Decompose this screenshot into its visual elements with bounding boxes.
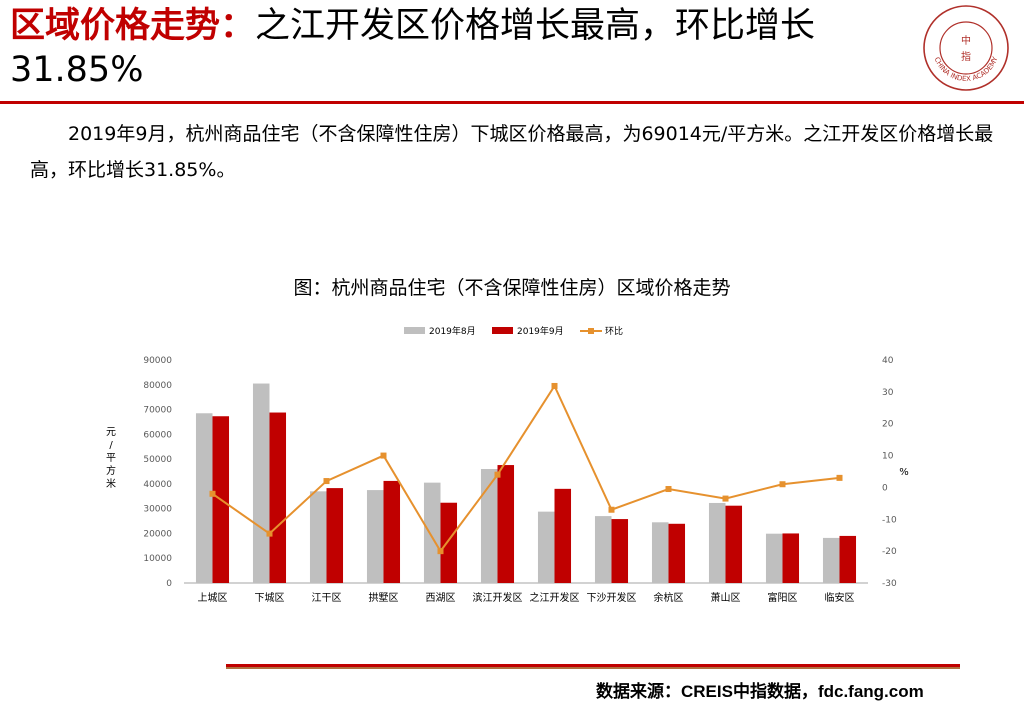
y2-tick-label: -10	[882, 515, 897, 525]
svg-text:指: 指	[961, 50, 971, 63]
y-axis-label-char: 方	[106, 464, 116, 477]
svg-text:中: 中	[961, 34, 971, 47]
bar-sep-8	[611, 519, 629, 583]
mom-point-5	[437, 548, 444, 555]
y2-tick-label: 40	[882, 356, 894, 366]
y-tick-label: 40000	[143, 480, 172, 490]
mom-point-7	[551, 382, 558, 389]
mom-point-2	[266, 530, 273, 537]
y2-tick-label: 0	[882, 483, 888, 493]
mom-point-10	[722, 495, 729, 502]
legend-label-sep: 2019年9月	[517, 325, 564, 337]
x-tick-label: 滨江开发区	[473, 591, 523, 604]
x-tick-label: 之江开发区	[530, 591, 580, 604]
mom-point-11	[779, 481, 786, 488]
bar-aug-8	[594, 516, 612, 583]
y2-tick-label: 10	[882, 452, 894, 462]
y2-tick-label: 20	[882, 420, 894, 430]
price-trend-chart: 0 10000 20000 30000 40000 50000 60000 70000 8000…	[106, 325, 909, 604]
legend-swatch-sep	[492, 327, 513, 334]
bar-sep-9	[668, 523, 686, 583]
bar-sep-3	[326, 488, 344, 583]
bar-aug-9	[651, 522, 669, 583]
bar-aug-4	[366, 490, 384, 583]
bar-aug-12	[822, 537, 840, 583]
bar-aug-1	[195, 413, 213, 583]
legend-label-mom: 环比	[605, 325, 623, 337]
china-index-academy-logo: CHINA INDEX ACADEMY 中 指	[922, 4, 1010, 92]
legend-swatch-aug	[404, 327, 425, 334]
y2-tick-label: -20	[882, 547, 897, 557]
bar-sep-2	[269, 412, 287, 583]
y2-tick-label: -30	[882, 579, 897, 589]
y-tick-label: 80000	[143, 381, 172, 391]
y-tick-label: 60000	[143, 430, 172, 440]
bar-aug-6	[480, 469, 498, 583]
x-tick-label: 下城区	[255, 592, 285, 604]
bar-sep-4	[383, 480, 401, 583]
mom-point-8	[608, 506, 615, 513]
x-tick-label: 富阳区	[768, 591, 798, 604]
y-axis-label-char: 元	[106, 427, 116, 438]
bar-sep-11	[782, 533, 800, 583]
y2-tick-label: 30	[882, 388, 894, 398]
title-rest: 之江开发区价格增长最高，环比增长31.85%	[10, 6, 816, 90]
legend-marker-mom	[588, 328, 594, 334]
y-tick-label: 20000	[143, 529, 172, 539]
x-tick-label: 萧山区	[711, 592, 741, 604]
y-tick-label: 70000	[143, 406, 172, 416]
footer-rule-shadow	[226, 667, 960, 669]
bar-aug-7	[537, 511, 555, 583]
title-highlight: 区域价格走势：	[10, 6, 256, 46]
y-axis-label-char: 平	[106, 453, 116, 464]
summary-paragraph: 2019年9月，杭州商品住宅（不含保障性住房）下城区价格最高，为69014元/平…	[30, 123, 994, 181]
y-tick-label: 30000	[143, 505, 172, 515]
bar-sep-6	[497, 465, 515, 583]
page-title: 区域价格走势：之江开发区价格增长最高，环比增长31.85%	[10, 4, 910, 92]
mom-point-6	[494, 471, 501, 478]
x-tick-label: 上城区	[198, 592, 228, 604]
x-tick-label: 拱墅区	[369, 591, 399, 604]
footer-rule	[226, 664, 960, 667]
data-source: 数据来源：CREIS中指数据，fdc.fang.com	[596, 682, 924, 701]
y-tick-label: 50000	[143, 455, 172, 465]
x-tick-label: 江干区	[312, 592, 342, 604]
chart-title: 图：杭州商品住宅（不含保障性住房）区域价格走势	[293, 277, 731, 299]
bar-aug-10	[708, 502, 726, 583]
x-tick-label: 下沙开发区	[587, 591, 637, 604]
y-tick-label: 0	[166, 579, 172, 589]
bar-aug-2	[252, 383, 270, 583]
legend-label-aug: 2019年8月	[429, 325, 476, 337]
y-tick-label: 90000	[143, 356, 172, 366]
bar-sep-12	[839, 535, 857, 583]
mom-point-4	[380, 452, 387, 459]
mom-line	[211, 383, 840, 553]
bar-sep-10	[725, 505, 743, 583]
header-rule	[0, 101, 1024, 104]
x-tick-label: 西湖区	[426, 592, 456, 604]
bar-aug-11	[765, 533, 783, 583]
y-axis-label-char: 米	[106, 477, 116, 490]
bar-aug-5	[423, 482, 441, 583]
y2-axis-label: %	[899, 467, 909, 478]
mom-point-9	[665, 486, 672, 493]
y-axis-label-char: /	[109, 440, 113, 451]
bar-aug-3	[309, 491, 327, 583]
bar-sep-5	[440, 502, 458, 583]
y-tick-label: 10000	[143, 554, 172, 564]
mom-point-3	[323, 478, 330, 485]
x-tick-label: 临安区	[825, 591, 855, 604]
mom-point-1	[209, 490, 216, 497]
mom-point-12	[836, 474, 843, 481]
bar-sep-7	[554, 488, 572, 583]
x-tick-label: 余杭区	[654, 591, 684, 604]
